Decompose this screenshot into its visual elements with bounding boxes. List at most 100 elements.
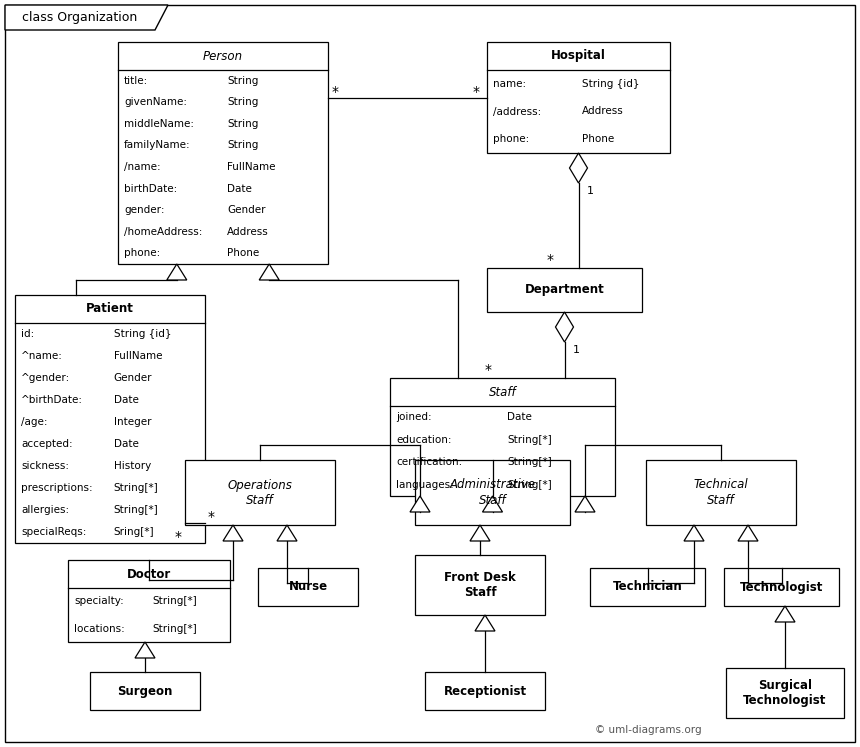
Text: *: * — [546, 253, 554, 267]
Text: Date: Date — [227, 184, 252, 193]
Text: Phone: Phone — [582, 134, 614, 144]
Text: id:: id: — [21, 329, 34, 339]
Polygon shape — [569, 153, 587, 183]
Text: /name:: /name: — [124, 162, 161, 172]
Text: Address: Address — [227, 226, 269, 237]
Text: title:: title: — [124, 75, 148, 86]
Text: middleName:: middleName: — [124, 119, 194, 129]
Text: joined:: joined: — [396, 412, 432, 422]
Text: specialty:: specialty: — [74, 597, 124, 607]
Text: givenName:: givenName: — [124, 97, 187, 108]
Polygon shape — [684, 525, 704, 541]
Text: String[*]: String[*] — [507, 435, 552, 444]
Text: String: String — [227, 75, 259, 86]
Bar — [390, 378, 615, 496]
Text: *: * — [484, 363, 492, 377]
Bar — [15, 295, 205, 543]
Text: Gender: Gender — [114, 373, 152, 383]
Text: birthDate:: birthDate: — [124, 184, 177, 193]
Text: prescriptions:: prescriptions: — [21, 483, 93, 493]
Text: String: String — [227, 97, 259, 108]
Text: Patient: Patient — [86, 303, 134, 315]
Text: String[*]: String[*] — [507, 480, 552, 490]
Text: Technologist: Technologist — [740, 580, 823, 594]
Polygon shape — [277, 525, 297, 541]
Text: Technician: Technician — [612, 580, 682, 594]
Bar — [646, 460, 796, 525]
Text: Surgical
Technologist: Surgical Technologist — [743, 679, 826, 707]
Text: Date: Date — [114, 439, 138, 449]
Polygon shape — [167, 264, 187, 280]
Text: *: * — [175, 530, 182, 544]
Text: FullName: FullName — [227, 162, 276, 172]
Polygon shape — [738, 525, 758, 541]
Text: phone:: phone: — [493, 134, 529, 144]
Text: Administrative
Staff: Administrative Staff — [450, 479, 536, 506]
Text: *: * — [208, 510, 215, 524]
Bar — [415, 460, 570, 525]
Text: Front Desk
Staff: Front Desk Staff — [444, 571, 516, 599]
Bar — [118, 42, 328, 264]
Text: Nurse: Nurse — [288, 580, 328, 594]
Bar — [726, 668, 844, 718]
Text: Sring[*]: Sring[*] — [114, 527, 155, 537]
Polygon shape — [135, 642, 155, 658]
Text: String[*]: String[*] — [507, 457, 552, 468]
Text: FullName: FullName — [114, 351, 163, 361]
Text: class Organization: class Organization — [22, 10, 138, 23]
Text: Gender: Gender — [227, 205, 266, 215]
Polygon shape — [556, 312, 574, 342]
Bar — [90, 672, 200, 710]
Text: Surgeon: Surgeon — [117, 684, 173, 698]
Text: String[*]: String[*] — [152, 597, 197, 607]
Text: Technical
Staff: Technical Staff — [694, 479, 748, 506]
Polygon shape — [410, 496, 430, 512]
Text: /address:: /address: — [493, 107, 541, 117]
Text: String[*]: String[*] — [152, 624, 197, 633]
Text: String {id}: String {id} — [114, 329, 171, 339]
Text: sickness:: sickness: — [21, 461, 69, 471]
Text: ^gender:: ^gender: — [21, 373, 71, 383]
Bar — [415, 555, 545, 615]
Bar — [724, 568, 839, 606]
Text: languages:: languages: — [396, 480, 454, 490]
Text: allergies:: allergies: — [21, 505, 69, 515]
Bar — [185, 460, 335, 525]
Text: Department: Department — [525, 284, 605, 297]
Polygon shape — [475, 615, 495, 631]
Text: phone:: phone: — [124, 248, 160, 258]
Text: Date: Date — [114, 395, 138, 405]
Text: specialReqs:: specialReqs: — [21, 527, 86, 537]
Text: name:: name: — [493, 79, 526, 89]
Text: locations:: locations: — [74, 624, 125, 633]
Text: Hospital: Hospital — [551, 49, 606, 63]
Text: String[*]: String[*] — [114, 483, 158, 493]
Bar — [258, 568, 358, 606]
Text: familyName:: familyName: — [124, 140, 191, 150]
Polygon shape — [575, 496, 595, 512]
Text: ^name:: ^name: — [21, 351, 63, 361]
Text: © uml-diagrams.org: © uml-diagrams.org — [595, 725, 702, 735]
Text: String: String — [227, 119, 259, 129]
Text: ^birthDate:: ^birthDate: — [21, 395, 83, 405]
Text: Integer: Integer — [114, 417, 151, 427]
Polygon shape — [5, 5, 168, 30]
Text: Receptionist: Receptionist — [444, 684, 526, 698]
Text: String[*]: String[*] — [114, 505, 158, 515]
Text: education:: education: — [396, 435, 452, 444]
Bar — [590, 568, 705, 606]
Bar — [487, 268, 642, 312]
Text: certification:: certification: — [396, 457, 463, 468]
Text: accepted:: accepted: — [21, 439, 72, 449]
Polygon shape — [775, 606, 795, 622]
Text: 1: 1 — [587, 186, 593, 196]
Text: Address: Address — [582, 107, 624, 117]
Bar — [487, 42, 670, 153]
Polygon shape — [470, 525, 490, 541]
Text: String: String — [227, 140, 259, 150]
Text: gender:: gender: — [124, 205, 164, 215]
Text: Person: Person — [203, 49, 243, 63]
Bar — [425, 672, 545, 710]
Text: *: * — [332, 85, 339, 99]
Text: Phone: Phone — [227, 248, 260, 258]
